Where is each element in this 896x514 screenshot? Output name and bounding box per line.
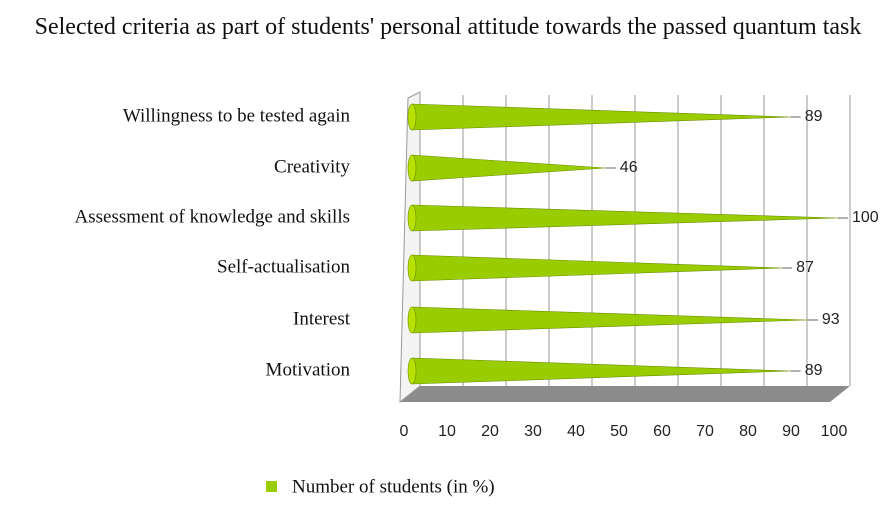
cone xyxy=(411,306,808,334)
x-tick-label: 20 xyxy=(481,423,499,440)
cone-base xyxy=(407,103,417,131)
value-label: 89 xyxy=(805,108,823,125)
x-tick-label: 0 xyxy=(400,423,409,440)
x-tick-label: 30 xyxy=(524,423,542,440)
x-tick-label: 50 xyxy=(610,423,628,440)
value-label: 93 xyxy=(822,311,840,328)
cone xyxy=(411,357,791,385)
side-wall xyxy=(399,91,421,404)
cone-base xyxy=(407,254,417,282)
cone-base xyxy=(407,357,417,385)
value-label: 87 xyxy=(796,259,814,276)
x-tick-label: 70 xyxy=(696,423,714,440)
chart-title: Selected criteria as part of students' p… xyxy=(34,14,862,40)
x-tick-label: 90 xyxy=(782,423,800,440)
cone-base xyxy=(407,306,417,334)
cone xyxy=(411,154,606,182)
x-tick-label: 60 xyxy=(653,423,671,440)
category-label: Willingness to be tested again xyxy=(123,105,351,126)
floor xyxy=(400,386,850,402)
category-label: Creativity xyxy=(274,156,350,177)
x-tick-label: 10 xyxy=(438,423,456,440)
category-label: Assessment of knowledge and skills xyxy=(75,206,350,227)
value-label: 89 xyxy=(805,362,823,379)
x-tick-label: 40 xyxy=(567,423,585,440)
cone xyxy=(411,103,791,131)
value-label: 100 xyxy=(852,209,879,226)
cone-base xyxy=(407,204,417,232)
x-tick-label: 80 xyxy=(739,423,757,440)
cone-base xyxy=(407,154,417,182)
cone xyxy=(411,254,783,282)
x-tick-label: 100 xyxy=(821,423,848,440)
value-label: 46 xyxy=(620,159,638,176)
category-label: Interest xyxy=(293,308,351,329)
legend-swatch xyxy=(266,481,277,492)
legend-label: Number of students (in %) xyxy=(292,476,495,497)
category-label: Self-actualisation xyxy=(217,256,350,277)
cone xyxy=(411,204,839,232)
category-label: Motivation xyxy=(266,359,351,380)
